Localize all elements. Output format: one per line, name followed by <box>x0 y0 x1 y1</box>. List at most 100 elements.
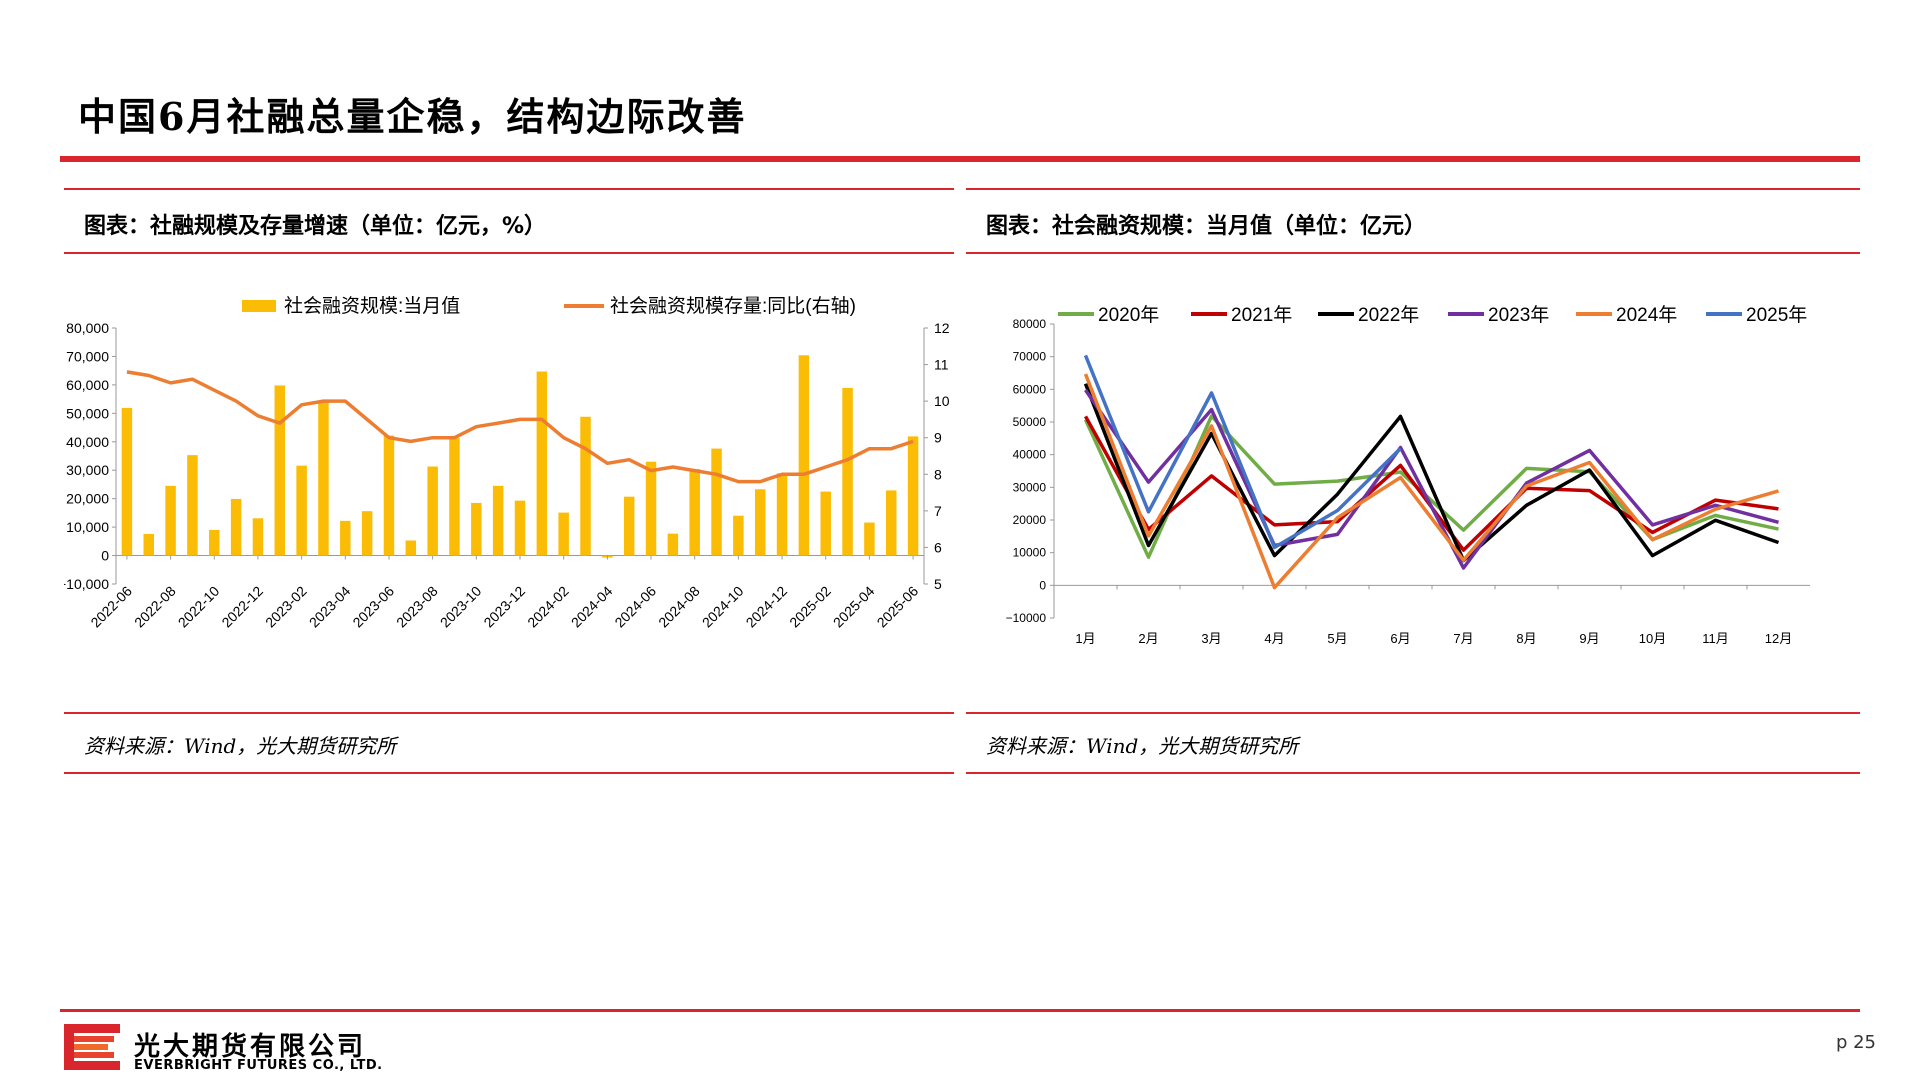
x-tick-label: 2024-10 <box>699 583 747 631</box>
left-panel-source-rule <box>64 712 954 714</box>
left-y-tick-label: 20,000 <box>66 491 109 507</box>
legend-label: 2023年 <box>1488 304 1549 326</box>
x-tick-label: 2025-02 <box>786 583 834 631</box>
bar <box>536 371 548 556</box>
x-tick-label: 2024-08 <box>655 583 703 631</box>
bar <box>558 512 569 556</box>
left-panel-source: 资料来源：Wind，光大期货研究所 <box>84 734 397 758</box>
bar <box>449 438 460 556</box>
left-chart: −10,000 0 10,000 20,000 30,000 40,000 50,000 60… <box>64 295 950 631</box>
right-y-tick-label: 9 <box>934 430 942 446</box>
y-tick-label: −10000 <box>1006 611 1047 625</box>
bar <box>689 469 700 556</box>
bar <box>296 465 307 556</box>
x-tick-label: 2025-06 <box>874 583 922 631</box>
bar <box>361 511 373 556</box>
bar <box>733 515 744 556</box>
right-y-tick-label: 8 <box>934 466 942 482</box>
right-panel-bottom-rule <box>966 772 1860 774</box>
bar <box>230 498 242 556</box>
bar <box>165 485 176 556</box>
bar <box>340 520 351 556</box>
x-tick-label: 2022-08 <box>131 583 179 631</box>
line-series-2022年 <box>1083 383 1780 563</box>
right-y-tick-label: 10 <box>934 393 950 409</box>
x-tick-label: 2024-02 <box>524 583 572 631</box>
x-tick-label: 12月 <box>1765 631 1792 646</box>
x-tick-label: 2023-12 <box>480 583 528 631</box>
x-tick-label: 2025-04 <box>830 583 878 631</box>
right-panel-source-rule <box>966 712 1860 714</box>
x-tick-label: 2023-04 <box>306 583 354 631</box>
everbright-logo-icon <box>64 1024 120 1070</box>
line-series-yoy <box>126 370 914 484</box>
bar <box>427 466 438 556</box>
page-number: p 25 <box>1835 1032 1876 1053</box>
x-tick-label: 2022-10 <box>175 583 223 631</box>
x-tick-label: 2022-12 <box>218 583 266 631</box>
y-tick-label: 60000 <box>1013 382 1047 396</box>
bar <box>886 490 897 556</box>
bar <box>318 402 329 556</box>
right-panel-source: 资料来源：Wind，光大期货研究所 <box>986 734 1299 758</box>
line-series-2023年 <box>1084 389 1779 570</box>
bar <box>274 385 286 556</box>
bar <box>623 496 635 556</box>
right-y-tick-label: 11 <box>934 357 949 373</box>
x-tick-label: 2024-04 <box>568 583 616 631</box>
y-tick-label: 20000 <box>1013 513 1047 527</box>
bar <box>143 533 154 556</box>
x-tick-label: 3月 <box>1201 631 1221 646</box>
left-y-tick-label: 10,000 <box>66 519 109 535</box>
legend-label: 2025年 <box>1746 304 1807 326</box>
x-tick-label: 6月 <box>1390 631 1410 646</box>
left-panel-caption: 图表：社融规模及存量增速（单位：亿元，%） <box>84 214 547 239</box>
y-tick-label: 0 <box>1039 578 1046 592</box>
x-tick-label: 10月 <box>1639 631 1666 646</box>
left-panel-caption-rule <box>64 252 954 254</box>
right-panel-caption: 图表：社会融资规模：当月值（单位：亿元） <box>986 214 1427 239</box>
line-series-2025年 <box>1083 354 1402 550</box>
x-tick-label: 8月 <box>1516 631 1536 646</box>
legend-label-line: 社会融资规模存量:同比(右轴) <box>610 295 856 317</box>
left-y-tick-label: 30,000 <box>66 462 109 478</box>
y-tick-label: 70000 <box>1013 350 1047 364</box>
company-name-cn: 光大期货有限公司 <box>134 1032 367 1062</box>
x-tick-label: 2024-06 <box>611 583 659 631</box>
bar <box>667 533 679 556</box>
right-y-tick-label: 5 <box>934 576 942 592</box>
right-panel-caption-rule <box>966 252 1860 254</box>
bar <box>580 416 591 556</box>
bar <box>864 522 875 556</box>
footer-divider <box>60 1009 1860 1012</box>
x-tick-label: 2023-06 <box>349 583 397 631</box>
right-panel-top-rule <box>966 188 1860 190</box>
left-panel-top-rule <box>64 188 954 190</box>
legend-label: 2024年 <box>1616 304 1677 326</box>
x-tick-label: 2023-10 <box>437 583 485 631</box>
legend-label-bar: 社会融资规模:当月值 <box>284 295 460 317</box>
x-tick-label: 2023-08 <box>393 583 441 631</box>
left-y-tick-label: 80,000 <box>66 320 109 336</box>
legend-label: 2021年 <box>1231 304 1292 326</box>
legend-swatch-bar <box>242 300 276 312</box>
right-chart: −10000 0 10000 20000 30000 40000 50000 60000 700… <box>1006 304 1810 646</box>
bar <box>776 473 788 556</box>
line-series-2024年 <box>1083 373 1779 590</box>
y-tick-label: 40000 <box>1013 448 1047 462</box>
bar <box>907 436 919 556</box>
x-tick-label: 2024-12 <box>743 583 791 631</box>
x-tick-label: 9月 <box>1579 631 1599 646</box>
left-y-tick-label: 40,000 <box>66 434 109 450</box>
y-tick-label: 80000 <box>1013 317 1047 331</box>
bar <box>820 491 831 556</box>
right-y-tick-label: 12 <box>934 320 950 336</box>
x-tick-label: 11月 <box>1702 631 1729 646</box>
left-y-tick-label: 50,000 <box>66 405 109 421</box>
bar <box>645 461 657 556</box>
left-panel-bottom-rule <box>64 772 954 774</box>
bar <box>798 355 810 556</box>
page-title: 中国6月社融总量企稳，结构边际改善 <box>78 94 747 139</box>
y-tick-label: 30000 <box>1013 480 1047 494</box>
title-divider <box>60 156 1860 162</box>
